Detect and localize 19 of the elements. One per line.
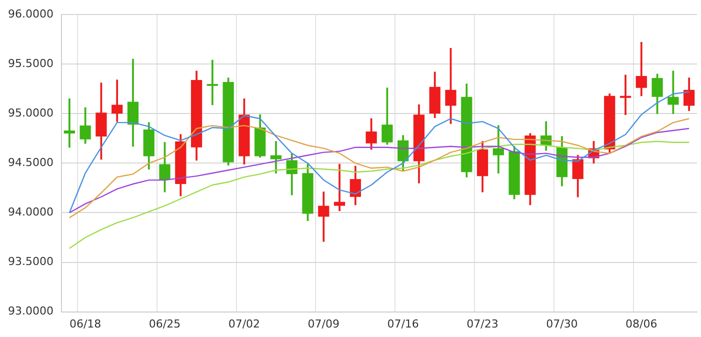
x-tick-label: 06/18 (69, 317, 102, 330)
y-tick-label: 93.5000 (8, 255, 54, 268)
x-tick-label: 07/30 (546, 317, 578, 330)
x-tick-label: 08/06 (626, 317, 658, 330)
y-tick-label: 93.0000 (8, 304, 54, 318)
x-tick-label: 07/02 (228, 317, 260, 330)
y-tick-label: 95.0000 (8, 106, 54, 120)
y-tick-label: 96.0000 (8, 7, 54, 20)
x-tick-label: 07/23 (466, 317, 498, 330)
x-tick-label: 06/25 (148, 317, 181, 330)
candlestick (620, 74, 632, 115)
y-tick-label: 94.5000 (8, 156, 54, 170)
candlestick (334, 164, 346, 212)
y-tick-label: 95.5000 (8, 56, 54, 70)
candlestick (64, 98, 75, 148)
x-tick-label: 07/09 (308, 317, 340, 330)
y-tick-label: 94.0000 (8, 206, 54, 219)
x-tick-label: 07/16 (387, 317, 419, 330)
candlestick (206, 60, 218, 106)
